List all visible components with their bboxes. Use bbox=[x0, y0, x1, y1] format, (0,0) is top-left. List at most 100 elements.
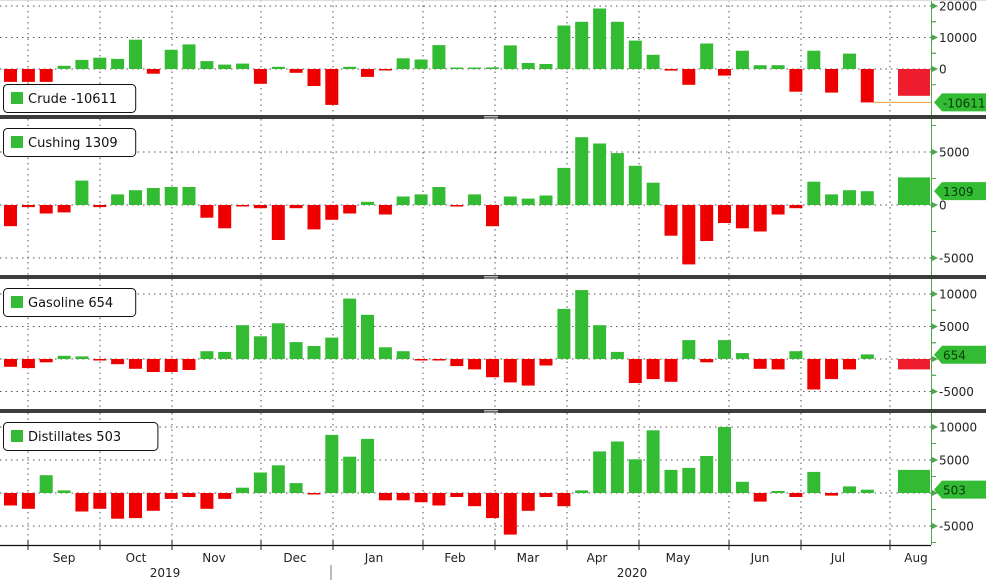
bar[interactable] bbox=[75, 59, 89, 69]
bar[interactable] bbox=[325, 434, 339, 493]
bar[interactable] bbox=[557, 25, 571, 70]
bar[interactable] bbox=[129, 190, 142, 205]
bar[interactable] bbox=[271, 66, 285, 69]
bar[interactable] bbox=[718, 427, 731, 493]
bar[interactable] bbox=[289, 205, 303, 209]
bar[interactable] bbox=[218, 205, 232, 229]
bar[interactable] bbox=[825, 194, 839, 205]
bar[interactable] bbox=[146, 493, 160, 511]
bar[interactable] bbox=[521, 63, 535, 69]
bar[interactable] bbox=[718, 69, 731, 76]
summary-bar[interactable] bbox=[898, 469, 930, 493]
bar[interactable] bbox=[218, 493, 232, 499]
bar[interactable] bbox=[253, 336, 267, 360]
bar[interactable] bbox=[557, 493, 571, 507]
bar[interactable] bbox=[646, 54, 660, 69]
bar[interactable] bbox=[39, 475, 53, 493]
bar[interactable] bbox=[628, 359, 642, 383]
bar[interactable] bbox=[646, 359, 660, 380]
bar[interactable] bbox=[164, 49, 178, 69]
bar[interactable] bbox=[57, 355, 71, 360]
bar[interactable] bbox=[521, 198, 535, 205]
bar[interactable] bbox=[218, 64, 232, 69]
bar[interactable] bbox=[575, 137, 589, 205]
bar[interactable] bbox=[164, 493, 178, 499]
bar[interactable] bbox=[361, 438, 374, 493]
bar[interactable] bbox=[271, 465, 285, 493]
bar[interactable] bbox=[860, 354, 874, 359]
bar[interactable] bbox=[307, 205, 321, 230]
bar[interactable] bbox=[236, 487, 250, 493]
bar[interactable] bbox=[735, 481, 749, 493]
bar[interactable] bbox=[236, 63, 250, 69]
bar[interactable] bbox=[557, 167, 571, 205]
bar[interactable] bbox=[57, 65, 71, 69]
bar[interactable] bbox=[486, 359, 499, 378]
bar[interactable] bbox=[21, 493, 35, 509]
bar[interactable] bbox=[146, 359, 160, 372]
bar[interactable] bbox=[807, 471, 821, 493]
bar[interactable] bbox=[843, 53, 856, 69]
bar[interactable] bbox=[575, 490, 589, 493]
bar[interactable] bbox=[468, 359, 482, 370]
bar[interactable] bbox=[39, 69, 53, 82]
bar[interactable] bbox=[253, 69, 267, 84]
bar[interactable] bbox=[843, 486, 856, 493]
bar[interactable] bbox=[486, 493, 499, 519]
bar[interactable] bbox=[807, 359, 821, 390]
bar[interactable] bbox=[539, 195, 553, 206]
bar[interactable] bbox=[610, 441, 624, 494]
bar[interactable] bbox=[164, 359, 178, 372]
bar[interactable] bbox=[486, 67, 499, 69]
bar[interactable] bbox=[21, 69, 35, 82]
bar[interactable] bbox=[432, 187, 446, 205]
bar[interactable] bbox=[486, 205, 499, 227]
bar[interactable] bbox=[825, 69, 839, 93]
bar[interactable] bbox=[146, 69, 160, 74]
bar[interactable] bbox=[75, 356, 89, 359]
bar[interactable] bbox=[557, 308, 571, 359]
bar[interactable] bbox=[111, 493, 125, 519]
bar[interactable] bbox=[218, 351, 232, 359]
bar[interactable] bbox=[289, 483, 303, 493]
summary-bar[interactable] bbox=[898, 177, 930, 205]
bar[interactable] bbox=[468, 493, 482, 507]
bar[interactable] bbox=[593, 143, 607, 206]
bar[interactable] bbox=[521, 493, 535, 511]
bar[interactable] bbox=[432, 45, 446, 69]
bar[interactable] bbox=[111, 58, 125, 69]
bar[interactable] bbox=[129, 493, 142, 519]
bar[interactable] bbox=[200, 205, 214, 218]
bar[interactable] bbox=[735, 205, 749, 229]
bar[interactable] bbox=[236, 205, 250, 207]
bar[interactable] bbox=[378, 205, 392, 215]
bar[interactable] bbox=[361, 314, 374, 359]
bar[interactable] bbox=[664, 359, 678, 382]
bar[interactable] bbox=[860, 489, 874, 493]
bar[interactable] bbox=[200, 493, 214, 509]
bar[interactable] bbox=[789, 69, 803, 92]
bar[interactable] bbox=[57, 205, 71, 213]
bar[interactable] bbox=[753, 205, 767, 232]
legend-cushing[interactable]: Cushing 1309 bbox=[3, 128, 137, 157]
bar[interactable] bbox=[503, 493, 517, 535]
bar[interactable] bbox=[610, 351, 624, 359]
bar[interactable] bbox=[682, 205, 696, 265]
bar[interactable] bbox=[450, 359, 464, 367]
bar[interactable] bbox=[396, 493, 410, 501]
summary-bar[interactable] bbox=[898, 69, 930, 96]
bar[interactable] bbox=[200, 61, 214, 69]
bar[interactable] bbox=[200, 351, 214, 359]
bar[interactable] bbox=[628, 459, 642, 493]
bar[interactable] bbox=[628, 165, 642, 205]
bar[interactable] bbox=[753, 359, 767, 369]
bar[interactable] bbox=[307, 69, 321, 86]
bar[interactable] bbox=[361, 69, 374, 77]
bar[interactable] bbox=[271, 323, 285, 360]
bar[interactable] bbox=[75, 493, 89, 512]
bar[interactable] bbox=[860, 191, 874, 205]
bar[interactable] bbox=[343, 298, 357, 359]
bar[interactable] bbox=[593, 325, 607, 359]
bar[interactable] bbox=[789, 493, 803, 497]
bar[interactable] bbox=[450, 205, 464, 207]
